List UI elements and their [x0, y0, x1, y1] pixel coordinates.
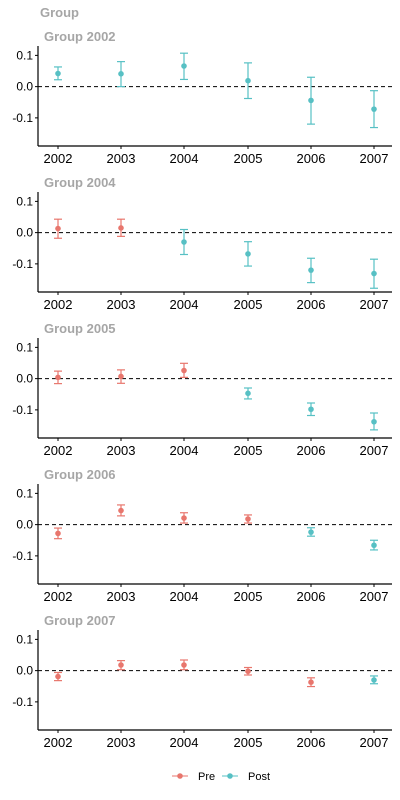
- x-tick-label: 2004: [170, 735, 199, 750]
- x-tick-label: 2006: [297, 151, 326, 166]
- data-point: [371, 106, 377, 112]
- panel-title: Group 2005: [44, 321, 116, 336]
- legend-post-label: Post: [248, 771, 270, 783]
- data-point: [118, 662, 124, 668]
- panel-group-2006: Group 2006 0.1 0.0 -0.1 2002 2003 2004 2005 2006…: [12, 467, 392, 604]
- panel-title: Group 2004: [44, 175, 116, 190]
- data-point: [181, 367, 187, 374]
- data-point: [245, 251, 251, 257]
- data-point: [371, 677, 377, 683]
- x-tick-label: 2005: [234, 735, 263, 750]
- panel-group-2004: Group 2004 0.1 0.0 -0.1 2002 2003 2004 2005 2006…: [12, 175, 392, 312]
- data-point: [55, 673, 61, 680]
- data-point: [118, 373, 124, 380]
- x-tick-label: 2002: [44, 151, 73, 166]
- x-tick-label: 2007: [360, 735, 389, 750]
- data-point: [308, 529, 314, 535]
- data-point: [181, 515, 187, 521]
- y-tick-label: 0.0: [16, 80, 33, 94]
- data-point: [181, 662, 187, 668]
- data-point: [308, 267, 314, 273]
- x-tick-label: 2005: [234, 297, 263, 312]
- x-tick-label: 2002: [44, 297, 73, 312]
- data-point: [55, 530, 61, 537]
- y-tick-label: 0.0: [16, 664, 33, 678]
- data-point: [245, 516, 251, 522]
- panel-title: Group 2006: [44, 467, 116, 482]
- y-tick-label: -0.1: [12, 403, 33, 417]
- panel-title: Group 2002: [44, 29, 116, 44]
- x-tick-label: 2004: [170, 297, 199, 312]
- data-point: [118, 225, 124, 231]
- data-point: [308, 406, 314, 413]
- data-point: [55, 225, 61, 232]
- data-point: [245, 668, 251, 675]
- y-tick-label: 0.1: [16, 340, 33, 354]
- y-tick-label: -0.1: [12, 549, 33, 563]
- x-tick-label: 2003: [107, 151, 136, 166]
- panel-group-2007: Group 2007 0.1 0.0 -0.1 2002 2003 2004 2005 2006…: [12, 613, 392, 750]
- data-point: [118, 507, 124, 514]
- panel-group-2002: Group 2002 0.1 0.0 -0.1 2002 2003 2004 2005 2006…: [12, 29, 392, 166]
- y-tick-label: 0.0: [16, 372, 33, 386]
- x-tick-label: 2005: [234, 151, 263, 166]
- y-tick-label: 0.1: [16, 486, 33, 500]
- y-tick-label: -0.1: [12, 695, 33, 709]
- data-point: [371, 542, 377, 549]
- x-tick-label: 2006: [297, 443, 326, 458]
- x-tick-label: 2004: [170, 443, 199, 458]
- y-tick-label: -0.1: [12, 257, 33, 271]
- y-tick-label: 0.0: [16, 518, 33, 532]
- y-tick-label: -0.1: [12, 111, 33, 125]
- data-point: [55, 70, 61, 77]
- x-tick-label: 2007: [360, 151, 389, 166]
- x-tick-label: 2003: [107, 297, 136, 312]
- x-tick-label: 2006: [297, 589, 326, 604]
- legend-pre-label: Pre: [198, 771, 215, 783]
- x-tick-label: 2005: [234, 589, 263, 604]
- x-tick-label: 2004: [170, 151, 199, 166]
- x-tick-label: 2006: [297, 735, 326, 750]
- y-tick-label: 0.1: [16, 194, 33, 208]
- data-point: [245, 390, 251, 397]
- x-tick-label: 2006: [297, 297, 326, 312]
- legend-item-post: Post: [222, 771, 270, 783]
- x-tick-label: 2005: [234, 443, 263, 458]
- legend-post-marker: [227, 773, 233, 779]
- y-tick-label: 0.1: [16, 48, 33, 62]
- data-point: [245, 77, 251, 84]
- facet-panels: Group 2002 0.1 0.0 -0.1 2002 2003 2004 2005 2006…: [12, 29, 392, 750]
- legend: Pre Post: [172, 771, 270, 783]
- x-tick-label: 2002: [44, 443, 73, 458]
- legend-pre-marker: [177, 773, 183, 779]
- y-tick-label: 0.1: [16, 632, 33, 646]
- legend-item-pre: Pre: [172, 771, 215, 783]
- data-point: [371, 418, 377, 425]
- x-tick-label: 2007: [360, 589, 389, 604]
- x-tick-label: 2004: [170, 589, 199, 604]
- x-tick-label: 2003: [107, 735, 136, 750]
- x-tick-label: 2002: [44, 589, 73, 604]
- data-point: [308, 97, 314, 104]
- data-point: [308, 679, 314, 685]
- x-tick-label: 2007: [360, 443, 389, 458]
- chart-super-title: Group: [40, 5, 79, 20]
- x-tick-label: 2007: [360, 297, 389, 312]
- x-tick-label: 2003: [107, 443, 136, 458]
- data-point: [118, 71, 124, 77]
- data-point: [371, 270, 377, 277]
- data-point: [181, 63, 187, 69]
- data-point: [55, 374, 61, 381]
- panel-group-2005: Group 2005 0.1 0.0 -0.1 2002 2003 2004 2005 2006…: [12, 321, 392, 458]
- x-tick-label: 2003: [107, 589, 136, 604]
- x-tick-label: 2002: [44, 735, 73, 750]
- y-tick-label: 0.0: [16, 226, 33, 240]
- data-point: [181, 239, 187, 245]
- panel-title: Group 2007: [44, 613, 116, 628]
